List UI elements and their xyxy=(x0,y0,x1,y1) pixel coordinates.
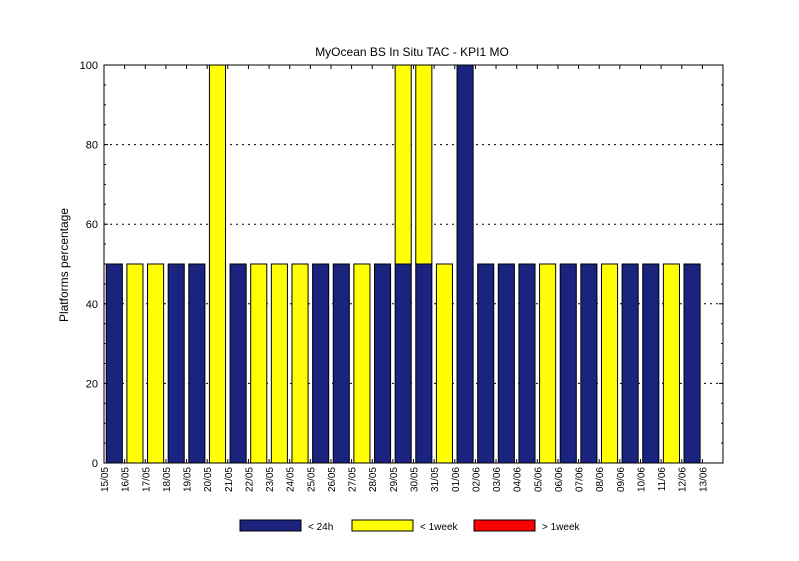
x-tick-label: 02/06 xyxy=(471,467,482,492)
x-tick-label: 03/06 xyxy=(492,467,503,492)
legend-label-0: < 24h xyxy=(308,522,333,533)
x-tick-label: 06/06 xyxy=(554,467,565,492)
y-tick-label: 20 xyxy=(86,378,98,390)
x-tick-label: 07/06 xyxy=(575,467,586,492)
x-tick-label: 31/05 xyxy=(430,467,441,492)
legend-swatch-2 xyxy=(473,519,536,532)
x-tick-label: 16/05 xyxy=(121,467,132,492)
bar-19-05-series-0 xyxy=(188,263,206,464)
legend: < 24h < 1week > 1week xyxy=(239,519,581,533)
x-tick-label: 11/06 xyxy=(657,467,668,492)
bar-10-06-series-0 xyxy=(642,263,660,464)
gridlines xyxy=(104,144,723,384)
bar-09-06-series-0 xyxy=(621,263,639,464)
bar-29-05-series-0 xyxy=(394,263,412,464)
bar-07-06-series-0 xyxy=(580,263,598,464)
bar-21-05-series-0 xyxy=(229,263,247,464)
y-axis-label: Platforms percentage xyxy=(57,208,71,322)
x-tick-label: 30/05 xyxy=(410,467,421,492)
x-tick-label: 21/05 xyxy=(224,467,235,492)
x-tick-label: 27/05 xyxy=(348,467,359,492)
bar-01-06-series-0 xyxy=(456,64,474,464)
bar-16-05-series-1 xyxy=(126,263,144,464)
x-tick-label: 18/05 xyxy=(162,467,173,492)
chart-title: MyOcean BS In Situ TAC - KPI1 MO xyxy=(315,45,509,59)
x-tick-label: 23/05 xyxy=(265,467,276,492)
x-tick-label: 13/06 xyxy=(698,467,709,492)
legend-swatch-1 xyxy=(351,519,414,532)
x-tick-label: 28/05 xyxy=(368,467,379,492)
x-tick-label: 10/06 xyxy=(636,467,647,492)
y-tick-label: 40 xyxy=(86,299,98,311)
legend-swatch-0 xyxy=(239,519,302,532)
x-tick-label: 26/05 xyxy=(327,467,338,492)
bar-11-06-series-1 xyxy=(662,263,680,464)
x-tick-label: 12/06 xyxy=(678,467,689,492)
bar-26-05-series-0 xyxy=(332,263,350,464)
bar-29-05-series-1 xyxy=(394,64,412,265)
legend-label-2: > 1week xyxy=(542,522,581,533)
bar-18-05-series-0 xyxy=(167,263,185,464)
bar-25-05-series-0 xyxy=(312,263,330,464)
x-tick-label: 25/05 xyxy=(306,467,317,492)
x-tick-label: 08/06 xyxy=(595,467,606,492)
bar-28-05-series-0 xyxy=(374,263,392,464)
y-tick-label: 0 xyxy=(92,458,98,470)
bar-03-06-series-0 xyxy=(497,263,515,464)
x-tick-label: 17/05 xyxy=(141,467,152,492)
x-tick-label: 19/05 xyxy=(183,467,194,492)
x-tick-label: 20/05 xyxy=(203,467,214,492)
bar-30-05-series-0 xyxy=(415,263,433,464)
x-tick-label: 29/05 xyxy=(389,467,400,492)
bar-23-05-series-1 xyxy=(270,263,288,464)
x-tick-label: 04/06 xyxy=(513,467,524,492)
bar-08-06-series-1 xyxy=(600,263,619,464)
bar-05-06-series-1 xyxy=(539,263,557,464)
bar-30-05-series-1 xyxy=(415,64,433,265)
bar-27-05-series-1 xyxy=(353,263,371,464)
bar-24-05-series-1 xyxy=(291,263,309,464)
bar-15-05-series-0 xyxy=(105,263,123,464)
bar-12-06-series-0 xyxy=(683,263,701,464)
x-tick-label: 24/05 xyxy=(286,467,297,492)
y-tick-label: 80 xyxy=(86,140,98,152)
bar-06-06-series-0 xyxy=(559,263,577,464)
bar-20-05-series-1 xyxy=(208,64,227,464)
bar-22-05-series-1 xyxy=(250,263,268,464)
bar-04-06-series-0 xyxy=(518,263,536,464)
x-tick-label: 01/06 xyxy=(451,467,462,492)
y-tick-label: 60 xyxy=(86,219,98,231)
bars-group xyxy=(105,64,701,464)
y-axis-ticks: 0 20 40 60 80 100 xyxy=(80,60,723,470)
bar-17-05-series-1 xyxy=(147,263,165,464)
x-tick-label: 09/06 xyxy=(616,467,627,492)
legend-label-1: < 1week xyxy=(420,522,459,533)
x-axis-ticks: 15/05 16/05 17/05 18/05 19/05 20/05 21/05 22/05… xyxy=(100,65,724,492)
bar-31-05-series-1 xyxy=(435,263,453,464)
x-tick-label: 22/05 xyxy=(244,467,255,492)
x-tick-label: 05/06 xyxy=(533,467,544,492)
y-tick-label: 100 xyxy=(80,60,98,72)
x-tick-label: 15/05 xyxy=(100,467,111,492)
bar-02-06-series-0 xyxy=(477,263,495,464)
